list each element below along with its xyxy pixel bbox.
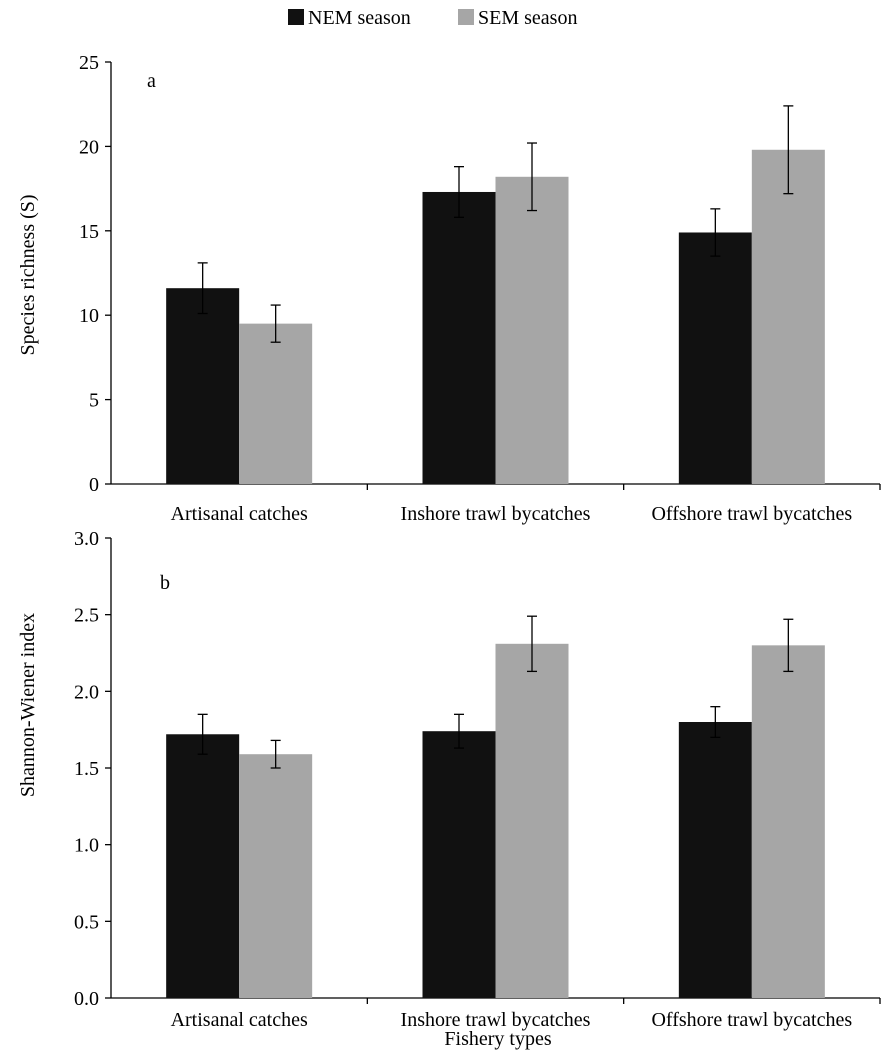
- chart-panel-a: a Species richness (S) 0 5 10 15 20 25 Artisan…: [17, 52, 881, 525]
- x-tick-label-a-0: Artisanal catches: [171, 503, 308, 525]
- y-tick-label-a-3: 15: [79, 221, 99, 243]
- panel-label-b: b: [160, 572, 170, 594]
- plot-area-a: 0 5 10 15 20 25 Artisanal catches Inshore trawl…: [79, 52, 881, 525]
- y-tick-label-b-4: 2.0: [74, 681, 99, 703]
- legend-swatch-sem: [458, 9, 474, 25]
- legend-swatch-nem: [288, 9, 304, 25]
- panel-label-a: a: [147, 70, 156, 92]
- y-tick-label-b-6: 3.0: [74, 528, 99, 550]
- y-tick-label-b-0: 0.0: [74, 988, 99, 1010]
- x-tick-label-b-2: Offshore trawl bycatches: [651, 1009, 852, 1031]
- x-axis-label-b: Fishery types: [444, 1028, 551, 1050]
- legend-label-nem: NEM season: [308, 7, 411, 29]
- y-tick-label-a-2: 10: [79, 305, 99, 327]
- bar-a-s0-c0: [166, 288, 240, 484]
- y-axis-label-a: Species richness (S): [17, 194, 39, 355]
- bar-a-s0-c1: [422, 191, 496, 484]
- x-tick-label-a-1: Inshore trawl bycatches: [401, 503, 591, 525]
- y-tick-label-b-2: 1.0: [74, 835, 99, 857]
- y-tick-label-b-1: 0.5: [74, 911, 99, 933]
- y-tick-label-a-4: 20: [79, 136, 99, 158]
- plot-area-b: 0.0 0.5 1.0 1.5 2.0 2.5 3.0 Artisanal catches In…: [74, 528, 881, 1031]
- bar-b-s0-c2: [678, 722, 752, 998]
- y-tick-label-b-3: 1.5: [74, 758, 99, 780]
- bar-a-s1-c2: [751, 149, 825, 484]
- y-tick-label-a-1: 5: [89, 390, 99, 412]
- y-axis-label-b: Shannon-Wiener index: [17, 613, 39, 797]
- x-tick-label-b-0: Artisanal catches: [171, 1009, 308, 1031]
- bar-b-s0-c0: [166, 734, 240, 998]
- bar-b-s1-c0: [239, 754, 313, 998]
- y-tick-label-a-0: 0: [89, 474, 99, 496]
- bar-a-s1-c0: [239, 323, 313, 484]
- legend-label-sem: SEM season: [478, 7, 577, 29]
- chart-panel-b: b Shannon-Wiener index Fishery types 0.0…: [17, 528, 881, 1050]
- x-tick-label-a-2: Offshore trawl bycatches: [651, 503, 852, 525]
- x-tick-label-b-1: Inshore trawl bycatches: [401, 1009, 591, 1031]
- y-tick-label-b-5: 2.5: [74, 605, 99, 627]
- bar-a-s1-c1: [495, 176, 569, 484]
- bar-b-s1-c1: [495, 643, 569, 998]
- bar-b-s1-c2: [751, 645, 825, 998]
- bar-a-s0-c2: [678, 232, 752, 484]
- legend: NEM season SEM season: [288, 7, 577, 29]
- bar-b-s0-c1: [422, 731, 496, 998]
- y-tick-label-a-5: 25: [79, 52, 99, 74]
